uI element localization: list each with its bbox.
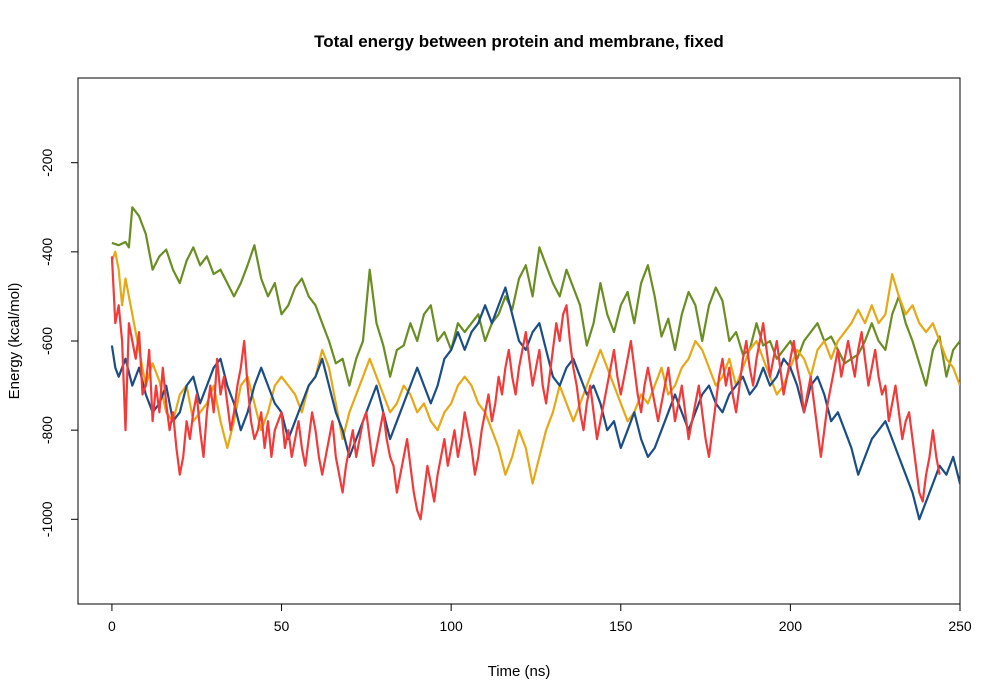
y-tick-label: -1000 xyxy=(39,501,55,537)
x-tick-label: 200 xyxy=(779,618,803,634)
y-tick-label: -400 xyxy=(39,238,55,266)
series-lines xyxy=(110,206,960,521)
x-tick-label: 0 xyxy=(108,618,116,634)
series-line-1 xyxy=(111,206,960,387)
x-axis-label: Time (ns) xyxy=(488,663,551,680)
x-tick-label: 50 xyxy=(274,618,290,634)
series-line-4 xyxy=(110,256,941,521)
series-line-3 xyxy=(110,286,960,521)
y-axis-label: Energy (kcal/mol) xyxy=(6,283,23,400)
x-tick-label: 250 xyxy=(948,618,972,634)
y-tick-label: -200 xyxy=(39,148,55,176)
x-axis: 0 50 100 150 200 250 xyxy=(108,603,972,634)
x-tick-label: 150 xyxy=(609,618,633,634)
chart-title: Total energy between protein and membran… xyxy=(314,32,724,51)
x-tick-label: 100 xyxy=(439,618,463,634)
y-tick-label: -600 xyxy=(39,327,55,355)
series-line-2 xyxy=(110,250,960,485)
y-axis: -1000 -800 -600 -400 -200 xyxy=(39,148,79,537)
y-tick-label: -800 xyxy=(39,416,55,444)
